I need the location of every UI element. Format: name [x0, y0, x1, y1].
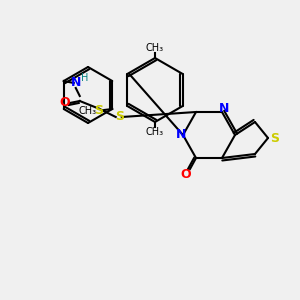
- Text: CH₃: CH₃: [78, 106, 96, 116]
- Text: S: S: [271, 131, 280, 145]
- Text: O: O: [181, 167, 191, 181]
- Text: CH₃: CH₃: [146, 127, 164, 137]
- Text: N: N: [70, 76, 81, 89]
- Text: N: N: [219, 103, 229, 116]
- Text: CH₃: CH₃: [146, 43, 164, 53]
- Text: H: H: [81, 73, 88, 83]
- Text: S: S: [94, 104, 103, 118]
- Text: S: S: [115, 110, 124, 124]
- Text: N: N: [176, 128, 186, 140]
- Text: O: O: [59, 97, 70, 110]
